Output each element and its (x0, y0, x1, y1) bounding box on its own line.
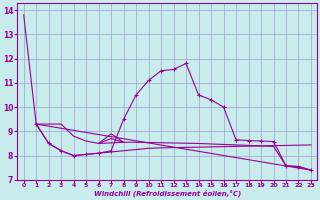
X-axis label: Windchill (Refroidissement éolien,°C): Windchill (Refroidissement éolien,°C) (94, 190, 241, 197)
